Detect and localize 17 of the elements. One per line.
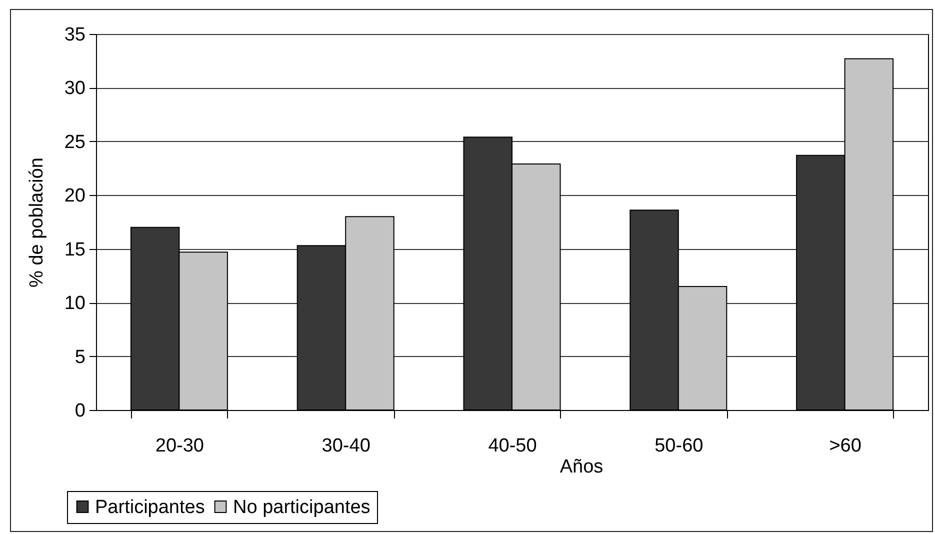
x-tick-label: 30-40	[322, 436, 370, 456]
y-tick-label: 10	[64, 293, 86, 314]
x-axis-title: Años	[560, 456, 604, 478]
legend-label: No participantes	[233, 496, 370, 518]
y-tick-label: 15	[64, 239, 86, 260]
y-axis-title: % de población	[26, 158, 48, 288]
y-tick-label: 5	[74, 346, 86, 368]
x-tick-label: 40-50	[488, 436, 537, 456]
y-tick-label: 35	[64, 24, 86, 46]
y-tick-label: 20	[64, 186, 86, 207]
y-tick-label: 30	[64, 78, 86, 100]
x-tick-label: 20-30	[155, 436, 204, 456]
y-tick-label: 25	[64, 132, 86, 153]
y-tick-label: 0	[74, 400, 86, 422]
x-tick-label: 50-60	[654, 436, 704, 456]
legend-label: Participantes	[95, 496, 205, 518]
x-tick-label: >60	[829, 436, 862, 456]
